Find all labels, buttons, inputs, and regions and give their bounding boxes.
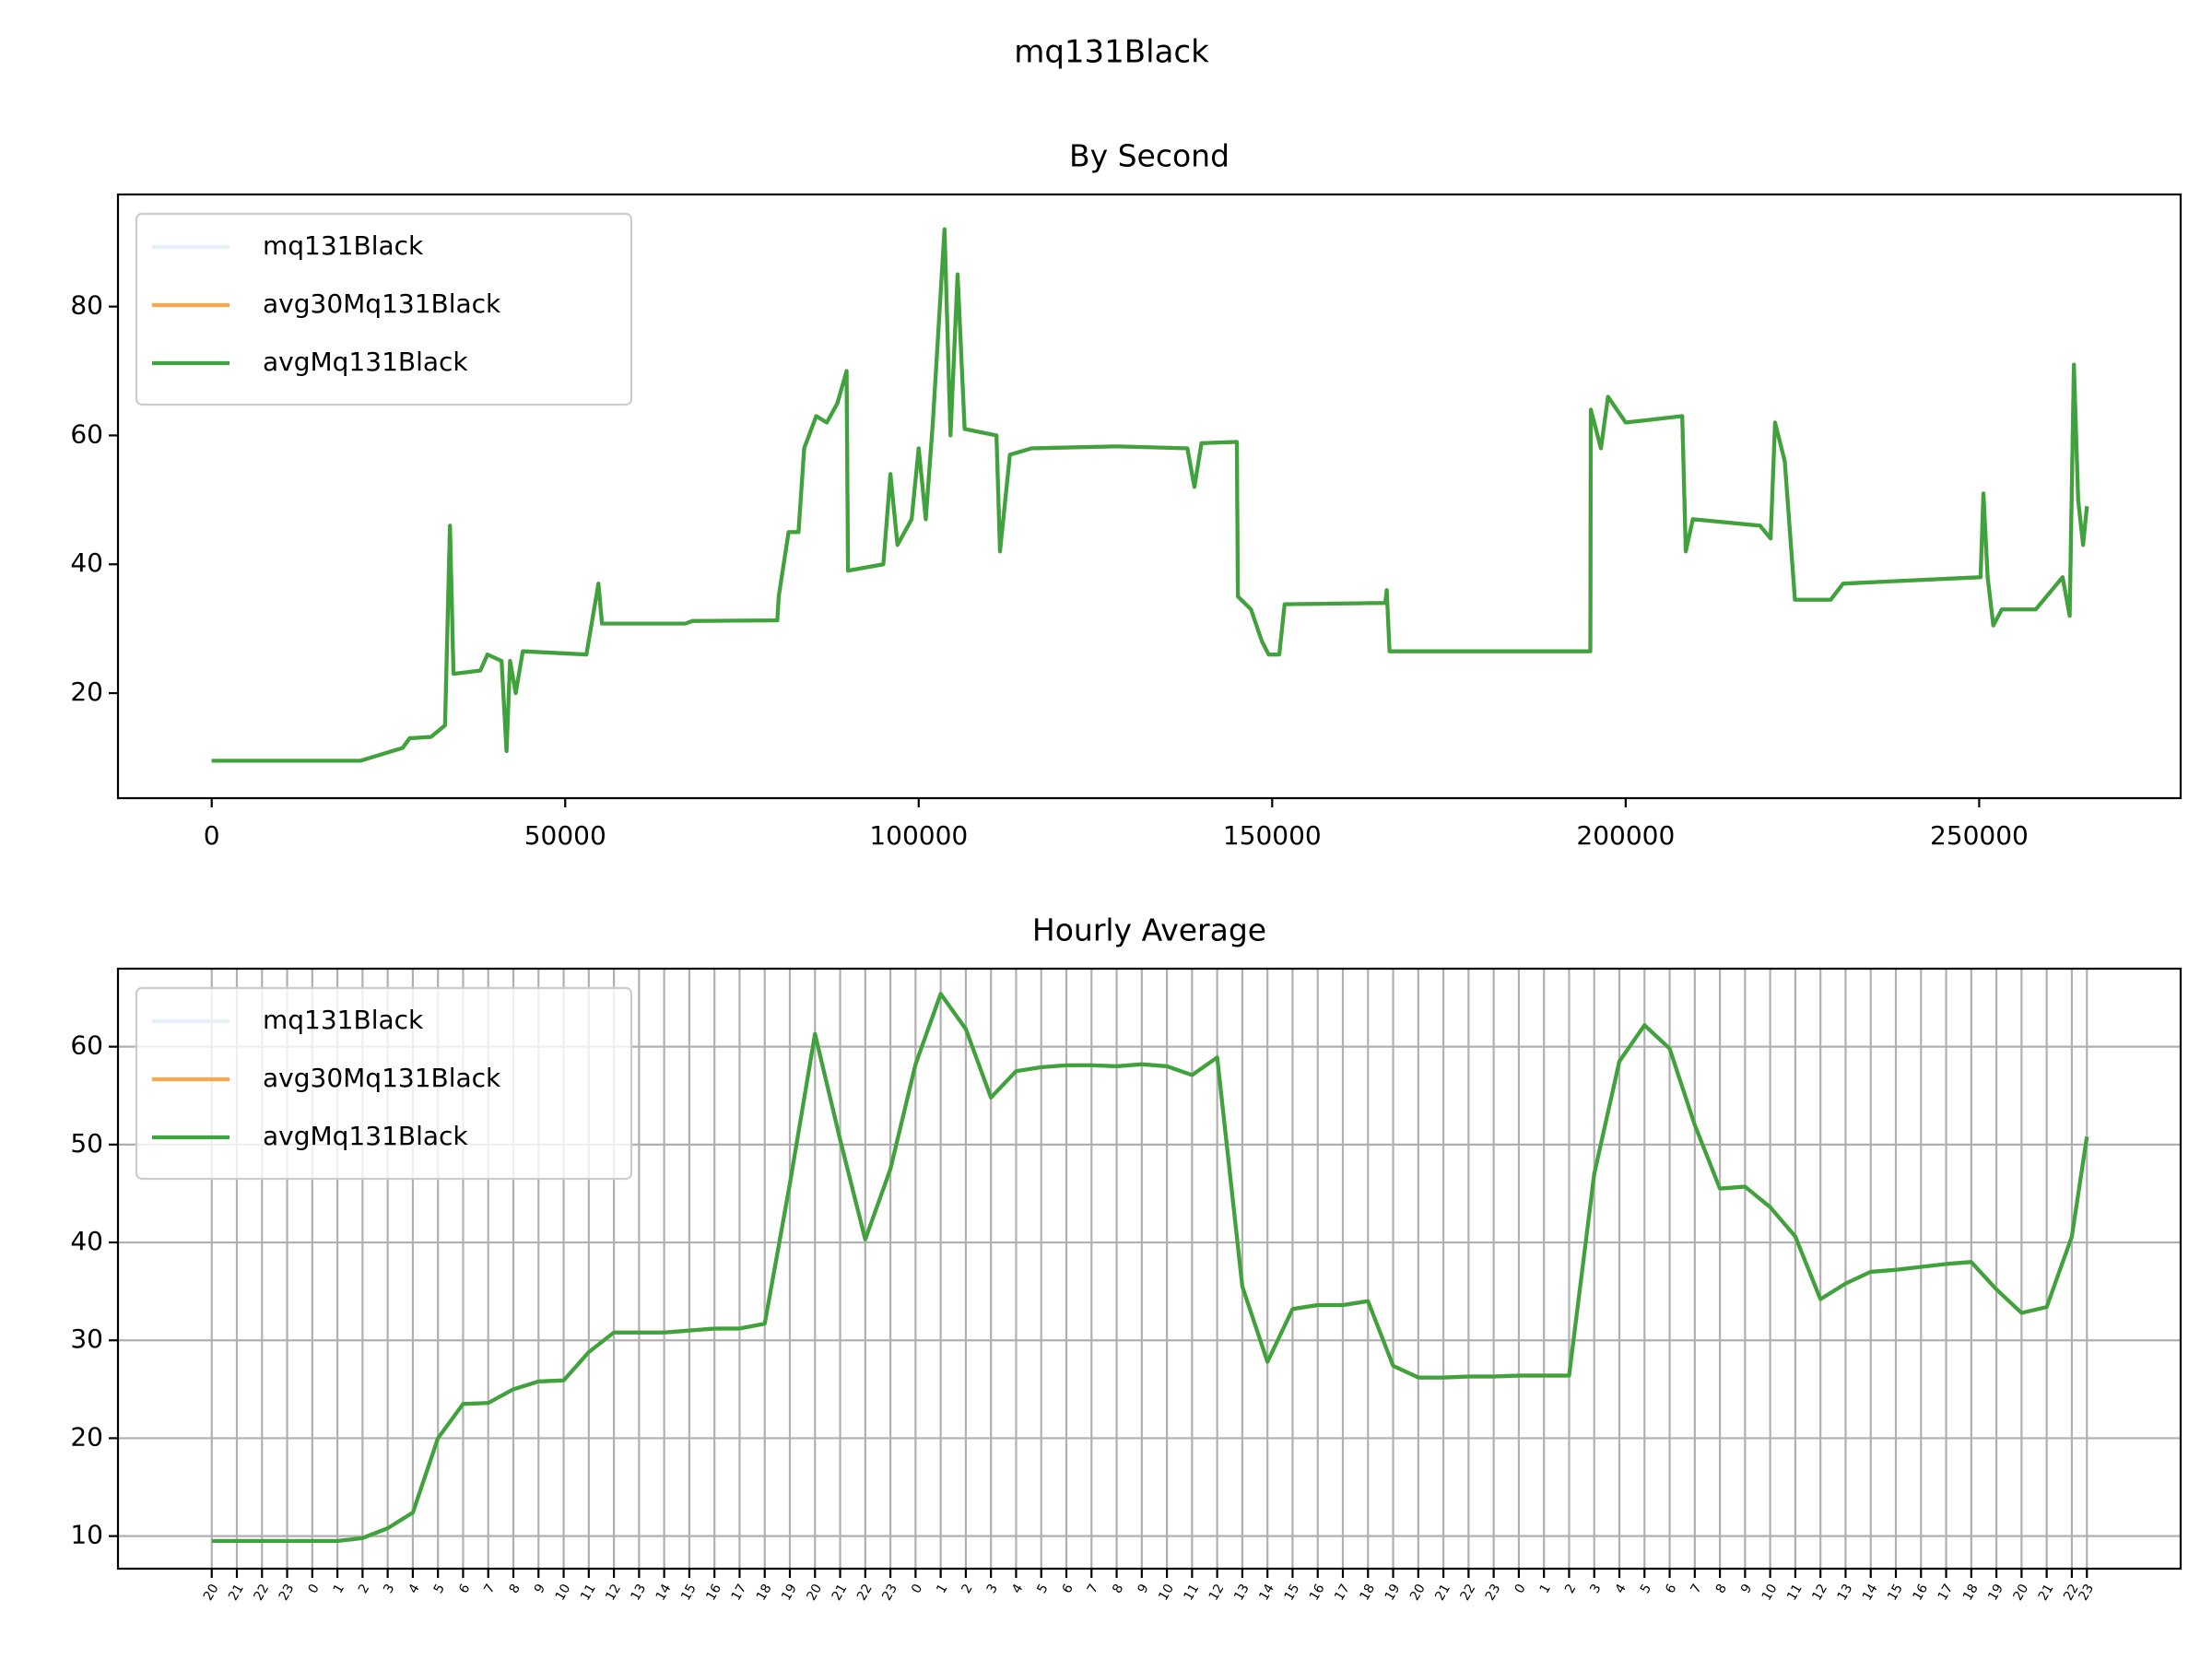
x-tick-label: 250000 [1930, 820, 2029, 851]
x-tick-label: 16 [1910, 1582, 1931, 1604]
x-tick-label: 18 [1960, 1582, 1982, 1603]
axes-frame [116, 193, 2183, 800]
x-tick-label: 22 [2061, 1582, 2082, 1603]
legend-box [135, 212, 633, 406]
y-tick-label: 60 [70, 418, 103, 449]
x-tick-label: 21 [2036, 1582, 2057, 1603]
x-tick-label: 100000 [869, 820, 968, 851]
x-tick-label: 19 [1382, 1582, 1404, 1603]
legend-box [135, 986, 633, 1181]
x-tick-label: 150000 [1223, 820, 1322, 851]
x-tick-label: 23 [879, 1582, 900, 1603]
legend-label: avg30Mq131Black [263, 1063, 501, 1093]
x-tick-label: 21 [226, 1582, 247, 1603]
x-tick-label: 10 [1156, 1582, 1177, 1603]
x-tick-label: 23 [276, 1582, 298, 1603]
y-tick-label: 10 [70, 1520, 103, 1550]
y-tick-label: 50 [70, 1128, 103, 1159]
x-tick-label: 16 [1307, 1582, 1328, 1604]
x-tick-label: 15 [1885, 1582, 1906, 1603]
x-tick-label: 10 [553, 1582, 574, 1603]
x-tick-label: 50000 [524, 820, 606, 851]
x-tick-label: 13 [1835, 1582, 1856, 1603]
axes-title: Hourly Average [1032, 912, 1266, 948]
x-tick-label: 12 [603, 1582, 624, 1603]
y-tick-label: 40 [70, 547, 103, 578]
x-tick-label: 16 [703, 1582, 724, 1604]
x-tick-label: 19 [1985, 1582, 2006, 1603]
x-tick-label: 11 [1182, 1582, 1203, 1603]
y-tick-label: 20 [70, 677, 103, 707]
x-tick-label: 18 [754, 1582, 775, 1603]
x-tick-label: 23 [2076, 1582, 2097, 1603]
x-tick-label: 23 [1483, 1582, 1504, 1603]
x-tick-label: 17 [1936, 1582, 1957, 1603]
x-tick-label: 10 [1759, 1582, 1781, 1603]
x-tick-label: 20 [804, 1582, 825, 1603]
y-tick-label: 60 [70, 1030, 103, 1061]
x-tick-label: 17 [1332, 1582, 1353, 1603]
axes-title: By Second [1069, 138, 1230, 174]
x-tick-label: 20 [2011, 1582, 2032, 1603]
x-tick-label: 17 [729, 1582, 750, 1603]
legend-label: mq131Black [263, 230, 424, 261]
x-tick-label: 21 [830, 1582, 851, 1603]
x-tick-label: 12 [1809, 1582, 1830, 1603]
y-tick-label: 80 [70, 290, 103, 321]
series-line [211, 992, 2089, 1544]
x-tick-label: 11 [1784, 1582, 1806, 1603]
x-tick-label: 12 [1206, 1582, 1228, 1603]
series-line [211, 227, 2089, 763]
x-tick-label: 15 [1282, 1582, 1303, 1603]
x-tick-label: 13 [629, 1582, 650, 1603]
y-tick-label: 40 [70, 1226, 103, 1256]
x-tick-label: 14 [1860, 1582, 1881, 1604]
x-tick-label: 14 [1256, 1582, 1277, 1604]
legend-label: avgMq131Black [263, 347, 468, 377]
x-tick-label: 22 [1458, 1582, 1479, 1603]
x-tick-label: 15 [678, 1582, 700, 1603]
legend-label: avgMq131Black [263, 1121, 468, 1151]
y-tick-label: 30 [70, 1324, 103, 1354]
x-tick-label: 22 [251, 1582, 272, 1603]
figure-title: mq131Black [1014, 34, 1209, 71]
x-tick-label: 14 [653, 1582, 675, 1604]
axes-frame [116, 967, 2183, 1571]
x-tick-label: 22 [854, 1582, 876, 1603]
x-tick-label: 20 [1407, 1582, 1429, 1603]
x-tick-label: 18 [1357, 1582, 1378, 1603]
legend-label: avg30Mq131Black [263, 288, 501, 319]
y-tick-label: 20 [70, 1421, 103, 1452]
x-tick-label: 0 [204, 820, 220, 851]
x-tick-label: 11 [578, 1582, 599, 1603]
legend-label: mq131Black [263, 1005, 424, 1035]
x-tick-label: 20 [201, 1582, 222, 1603]
x-tick-label: 200000 [1576, 820, 1675, 851]
x-tick-label: 21 [1432, 1582, 1453, 1603]
x-tick-label: 19 [779, 1582, 800, 1603]
x-tick-label: 13 [1231, 1582, 1253, 1603]
